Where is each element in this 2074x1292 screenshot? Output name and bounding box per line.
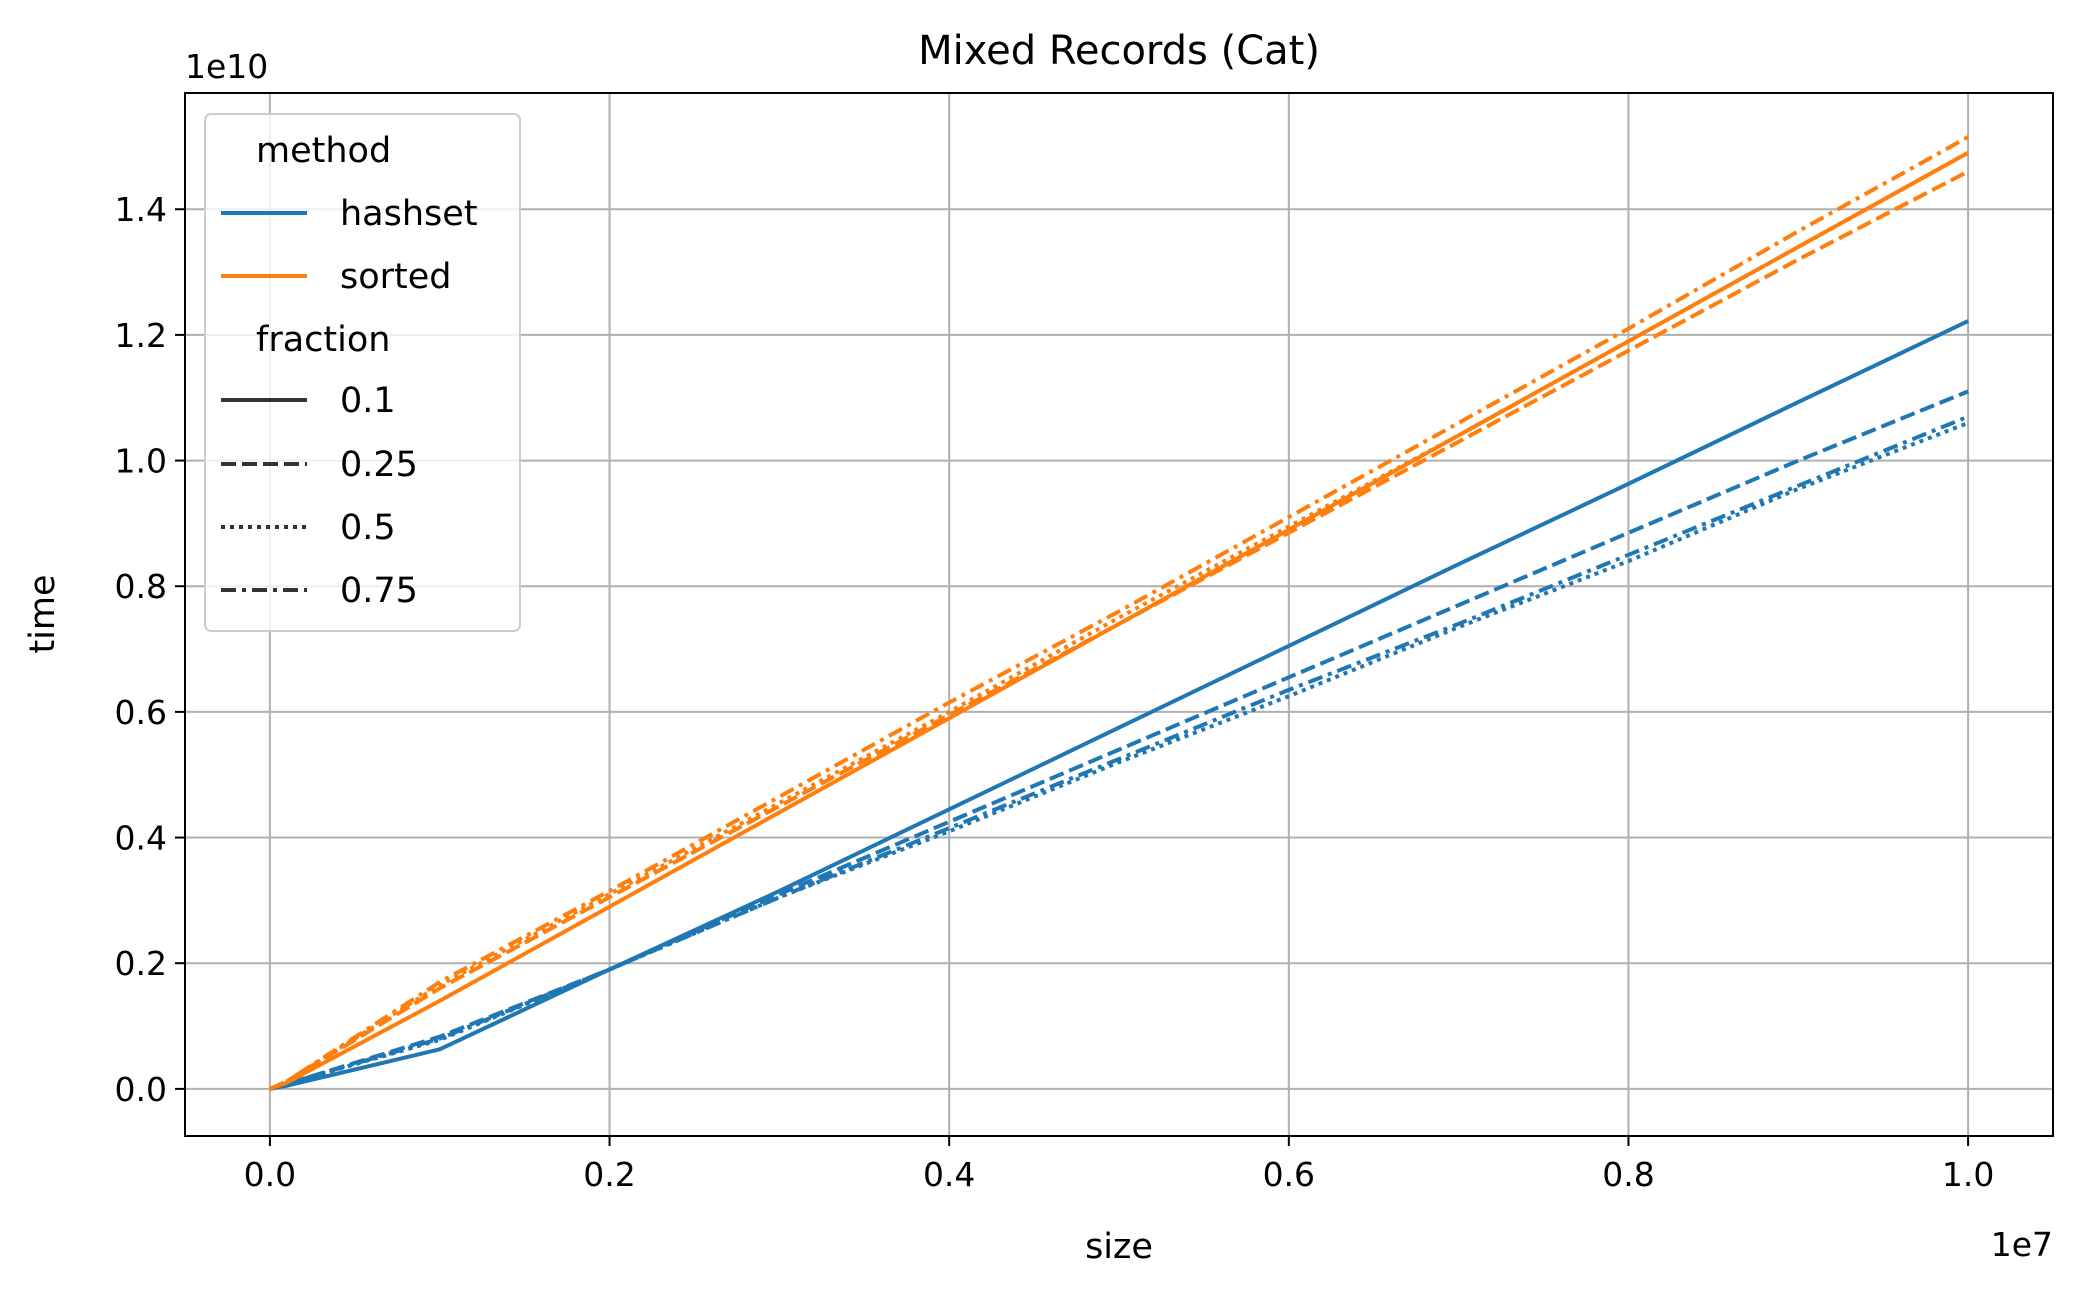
x-offset-label: 1e7 <box>1991 1225 2053 1264</box>
legend-title-method: method <box>256 131 391 171</box>
x-tick-label: 0.4 <box>923 1155 975 1194</box>
y-tick-label: 0.2 <box>115 944 167 983</box>
y-tick-label: 0.4 <box>115 819 167 858</box>
y-tick-label: 1.4 <box>115 190 167 229</box>
x-tick-label: 0.2 <box>583 1155 635 1194</box>
legend-box <box>204 113 521 632</box>
legend-label-sorted: sorted <box>340 257 452 297</box>
y-offset-label: 1e10 <box>185 47 268 86</box>
plot-frame <box>184 92 2054 1137</box>
series-line-hashset-0.1 <box>269 319 1969 1091</box>
grid <box>185 93 2053 1136</box>
x-tick-label: 0.0 <box>244 1155 296 1194</box>
legend-label-fraction-0.5: 0.5 <box>340 508 396 548</box>
chart-title: Mixed Records (Cat) <box>918 28 1320 74</box>
series-line-hashset-0.25 <box>269 389 1969 1091</box>
x-axis-label: size <box>1085 1227 1153 1267</box>
legend: method hashset sorted fraction 0.1 0.25 … <box>204 113 521 632</box>
legend-label-fraction-0.75: 0.75 <box>340 571 418 611</box>
y-axis-label: time <box>23 574 63 653</box>
series-line-sorted-0.75 <box>269 135 1970 1091</box>
series-line-hashset-0.75 <box>269 414 1969 1091</box>
legend-label-fraction-0.25: 0.25 <box>340 445 418 485</box>
series-lines <box>269 135 1970 1091</box>
legend-title-fraction: fraction <box>256 320 390 360</box>
x-tick-label: 1.0 <box>1942 1155 1994 1194</box>
y-tick-label: 0.8 <box>115 567 167 606</box>
y-tick-label: 1.2 <box>115 316 167 355</box>
legend-label-fraction-0.1: 0.1 <box>340 381 396 421</box>
x-tick-label: 0.8 <box>1602 1155 1654 1194</box>
series-line-sorted-0.25 <box>269 169 1970 1091</box>
x-axis-ticks: 0.0 0.2 0.4 0.6 0.8 1.0 <box>244 1136 1994 1194</box>
y-tick-label: 1.0 <box>115 442 167 481</box>
legend-label-hashset: hashset <box>340 194 478 234</box>
y-tick-label: 0.0 <box>115 1070 167 1109</box>
y-tick-label: 0.6 <box>115 693 167 732</box>
y-axis-ticks: 0.0 0.2 0.4 0.6 0.8 1.0 1.2 1.4 <box>115 190 185 1109</box>
x-tick-label: 0.6 <box>1263 1155 1315 1194</box>
series-line-sorted-0.5 <box>269 150 1970 1091</box>
